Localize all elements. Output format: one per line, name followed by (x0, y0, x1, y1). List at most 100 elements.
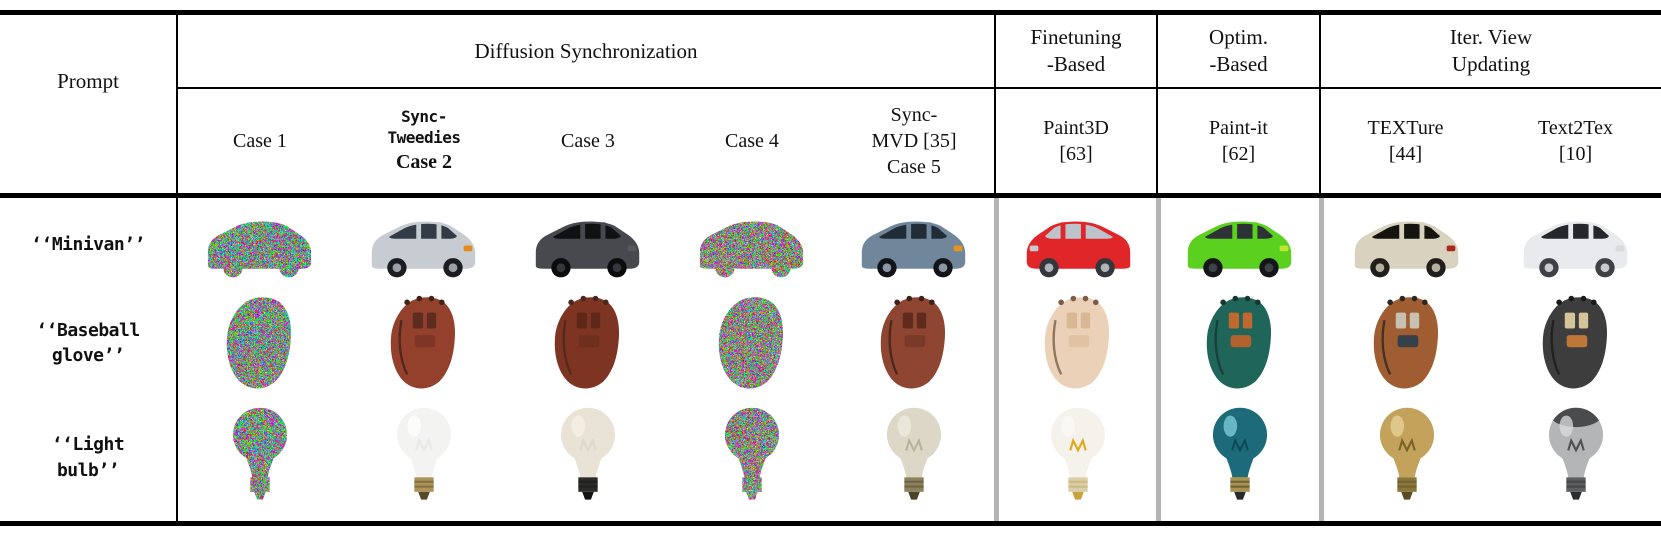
render-light-bulb-paint-it (1156, 394, 1319, 521)
method-header-paint-it: Paint-it [62] (1156, 89, 1319, 193)
render-light-bulb-sync-mvd-case-5 (834, 394, 994, 521)
bottom-rule (0, 521, 1661, 526)
render-baseball-glove-paint3d (994, 292, 1156, 394)
group-header-diffusion-synchronization: Diffusion Synchronization (178, 15, 994, 89)
method-name-line: [63] (1059, 143, 1093, 165)
render-baseball-glove-texture (1319, 292, 1490, 394)
method-name-line: Paint3D (1043, 117, 1109, 139)
render-image (377, 292, 471, 395)
case-label: Case 3 (561, 130, 615, 152)
case-label: Case 2 (395, 150, 453, 173)
render-image (1172, 202, 1308, 289)
group-header-optim-based: Optim. -Based (1156, 15, 1319, 89)
method-name-line: Text2Tex (1538, 117, 1613, 139)
prompt-line: glove’’ (51, 345, 125, 366)
group-header-label: Diffusion Synchronization (474, 38, 698, 63)
render-image (718, 296, 784, 388)
render-image (1373, 400, 1441, 516)
method-header-sync-mvd-case-5: Sync- MVD [35] Case 5 (834, 89, 994, 193)
method-name-line: Sync- (890, 104, 938, 126)
render-image (226, 296, 292, 388)
group-header-iter-view-updating: Iter. View Updating (1319, 15, 1661, 89)
render-minivan-paint3d (994, 198, 1156, 292)
group-header-line: Iter. View (1449, 25, 1533, 50)
render-image (1508, 202, 1644, 289)
render-image (554, 400, 622, 516)
render-image (232, 407, 288, 500)
render-image (1360, 292, 1454, 395)
render-image (207, 220, 312, 277)
prompt-line: ‘‘Minivan’’ (31, 234, 145, 256)
render-image (699, 220, 804, 277)
render-minivan-sync-tweedies-case-2 (342, 198, 506, 292)
table-body: ‘‘Minivan’’ ‘‘Baseball glove’’ ‘‘Light bulb’… (0, 198, 1661, 521)
render-minivan-case-3 (506, 198, 670, 292)
method-name-line: [44] (1388, 143, 1423, 165)
method-name-line: Tweedies (387, 128, 461, 147)
prompt-line: bulb’’ (56, 459, 120, 481)
prompt-label-light-bulb: ‘‘Light bulb’’ (0, 394, 178, 521)
render-baseball-glove-case-4 (670, 292, 834, 394)
render-baseball-glove-sync-mvd-case-5 (834, 292, 994, 394)
method-header-case-3: Case 3 (506, 89, 670, 193)
method-name-line: Paint-it (1209, 117, 1268, 139)
render-baseball-glove-case-3 (506, 292, 670, 394)
render-minivan-text2tex (1490, 198, 1661, 292)
group-header-prompt: Prompt (0, 15, 178, 193)
prompt-line: ‘‘Baseball (36, 319, 140, 341)
comparison-figure: Prompt Diffusion Synchronization Finetun… (0, 10, 1661, 526)
method-name-line: MVD [35] (871, 130, 957, 152)
render-image (541, 292, 635, 395)
prompt-label-baseball-glove: ‘‘Baseball glove’’ (0, 292, 178, 394)
render-light-bulb-sync-tweedies-case-2 (342, 394, 506, 521)
header-body-rule (0, 193, 1661, 198)
render-image (1206, 400, 1274, 516)
render-baseball-glove-case-1 (178, 292, 342, 394)
render-image (1031, 292, 1125, 395)
case-label: Case 1 (233, 130, 287, 152)
method-header-case-1: Case 1 (178, 89, 342, 193)
render-image (390, 400, 458, 516)
prompt-label-minivan: ‘‘Minivan’’ (0, 198, 178, 292)
render-image (1339, 202, 1475, 289)
table-header: Prompt Diffusion Synchronization Finetun… (0, 15, 1661, 193)
method-name-line: [10] (1558, 143, 1593, 165)
render-baseball-glove-text2tex (1490, 292, 1661, 394)
render-image (1542, 400, 1610, 516)
render-light-bulb-case-1 (178, 394, 342, 521)
render-image (867, 292, 961, 395)
render-light-bulb-texture (1319, 394, 1490, 521)
group-header-line: Finetuning (1030, 25, 1122, 50)
render-image (356, 202, 492, 289)
method-name-line: Sync- (401, 107, 447, 127)
group-header-line: -Based (1209, 52, 1268, 76)
render-minivan-case-4 (670, 198, 834, 292)
render-light-bulb-paint3d (994, 394, 1156, 521)
top-rule (0, 10, 1661, 15)
render-baseball-glove-sync-tweedies-case-2 (342, 292, 506, 394)
method-header-text2tex: Text2Tex [10] (1490, 89, 1661, 193)
case-label: Case 5 (887, 156, 941, 178)
render-minivan-paint-it (1156, 198, 1319, 292)
method-header-case-4: Case 4 (670, 89, 834, 193)
render-image (880, 400, 948, 516)
group-header-finetuning-based: Finetuning -Based (994, 15, 1156, 89)
method-header-sync-tweedies-case-2: Sync- Tweedies Case 2 (342, 89, 506, 193)
prompt-line: ‘‘Light (51, 434, 125, 456)
render-minivan-case-1 (178, 198, 342, 292)
case-label: Case 4 (725, 130, 779, 152)
render-image (1010, 202, 1146, 289)
method-name-line: [62] (1221, 143, 1256, 165)
method-name-line: TEXTure (1367, 117, 1444, 139)
method-header-texture: TEXTure [44] (1319, 89, 1490, 193)
render-light-bulb-case-3 (506, 394, 670, 521)
method-header-paint3d: Paint3D [63] (994, 89, 1156, 193)
render-image (1529, 292, 1623, 395)
render-light-bulb-case-4 (670, 394, 834, 521)
render-minivan-texture (1319, 198, 1490, 292)
render-minivan-sync-mvd-case-5 (834, 198, 994, 292)
render-baseball-glove-paint-it (1156, 292, 1319, 394)
render-image (1044, 400, 1112, 516)
group-header-label: Prompt (57, 68, 119, 93)
group-header-line: Updating (1451, 52, 1531, 76)
